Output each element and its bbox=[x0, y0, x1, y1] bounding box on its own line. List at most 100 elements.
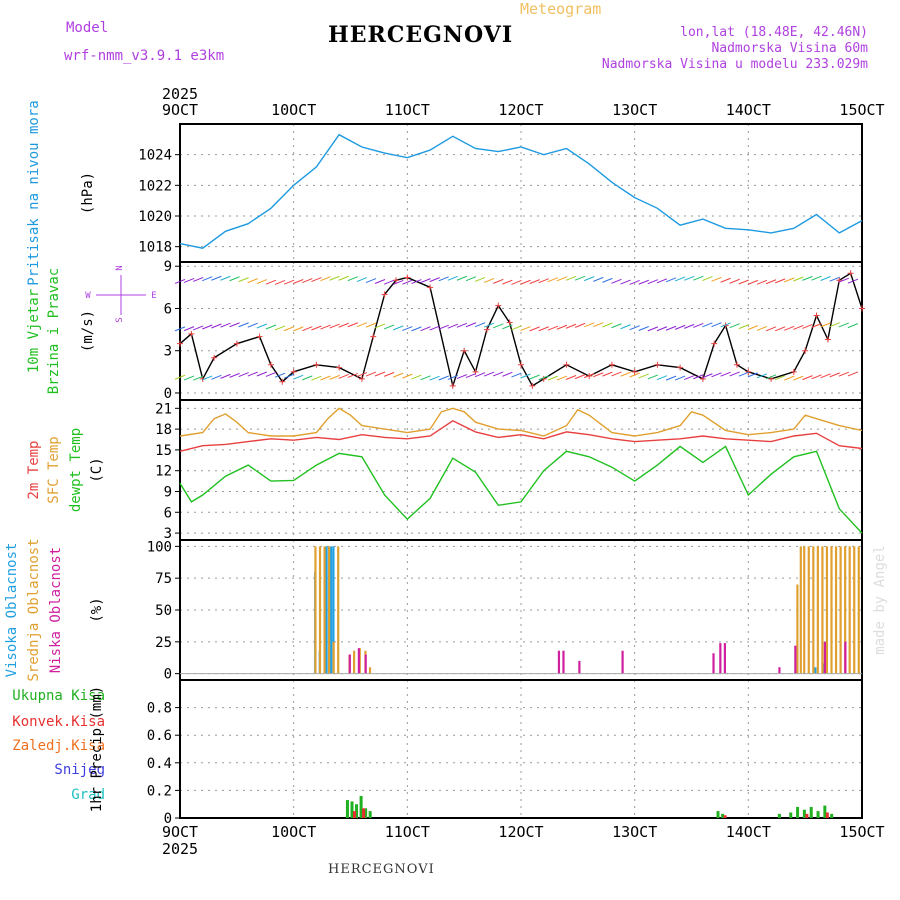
wind-arrow bbox=[438, 375, 449, 381]
wind-arrow bbox=[229, 372, 240, 378]
wind-arrow bbox=[238, 372, 249, 377]
wind-arrow bbox=[393, 279, 404, 285]
wind-arrow bbox=[311, 325, 322, 331]
wind-arrow bbox=[229, 322, 240, 328]
wind-arrow bbox=[702, 276, 713, 282]
wind-arrow bbox=[556, 276, 568, 282]
wind-arrow bbox=[738, 324, 749, 330]
wind-arrow bbox=[547, 375, 559, 381]
wind-arrow bbox=[365, 371, 377, 377]
wind-arrow bbox=[174, 278, 186, 284]
wind-arrow bbox=[838, 371, 849, 377]
precip-bar bbox=[809, 806, 813, 818]
wind-arrow bbox=[283, 373, 295, 379]
wind-arrow bbox=[174, 374, 186, 380]
wind-marker bbox=[177, 340, 183, 347]
wind-arrow bbox=[602, 371, 613, 377]
y-tick-label: 1024 bbox=[138, 148, 172, 164]
wind-arrow bbox=[402, 326, 413, 332]
wind-arrow bbox=[211, 374, 222, 380]
x-tick-bottom: 14OCT bbox=[726, 823, 771, 841]
wind-marker bbox=[427, 284, 434, 291]
wind-arrow bbox=[274, 279, 286, 285]
cloud-bar bbox=[314, 546, 317, 674]
cloud-bar bbox=[839, 546, 842, 674]
wind-arrow bbox=[784, 277, 795, 283]
wind-arrow bbox=[265, 324, 277, 330]
wind-arrow bbox=[820, 322, 831, 328]
wind-arrow bbox=[665, 277, 677, 283]
wind-arrow bbox=[438, 324, 449, 330]
wind-arrow bbox=[756, 325, 768, 331]
precip-bar bbox=[716, 811, 720, 818]
footer-title: HERCEGNOVI bbox=[328, 862, 435, 877]
wind-arrow bbox=[720, 371, 731, 377]
wind-arrow bbox=[220, 275, 231, 281]
wind-marker bbox=[563, 361, 570, 368]
wind-arrow bbox=[693, 374, 704, 380]
x-tick-bottom: 15OCT bbox=[839, 823, 884, 841]
wind-arrow bbox=[211, 275, 222, 281]
cloud-bar bbox=[337, 546, 340, 674]
wind-arrow bbox=[383, 371, 395, 377]
precip-bar bbox=[830, 813, 834, 818]
wind-marker bbox=[370, 333, 377, 340]
y-tick-label: 50 bbox=[155, 603, 172, 619]
y-tick-label: 9 bbox=[164, 484, 172, 500]
wind-arrow bbox=[720, 322, 731, 328]
y-tick-label: 100 bbox=[147, 539, 172, 555]
wind-arrow bbox=[483, 322, 495, 328]
wind-arrow bbox=[793, 276, 804, 282]
wind-arrow bbox=[611, 278, 622, 284]
precip-bar bbox=[345, 800, 349, 818]
panel-label: Pritisak na nivou mora bbox=[26, 100, 42, 285]
precip-bar bbox=[362, 808, 366, 818]
wind-arrow bbox=[411, 374, 422, 380]
wind-arrow bbox=[456, 374, 468, 380]
wind-arrow bbox=[738, 371, 749, 377]
y-tick-label: 0.2 bbox=[147, 783, 172, 799]
cloud-bar bbox=[348, 654, 351, 674]
wind-arrow bbox=[465, 276, 477, 282]
wind-arrow bbox=[684, 275, 695, 281]
cloud-bar bbox=[814, 667, 817, 674]
wind-arrow bbox=[420, 278, 431, 284]
wind-arrow bbox=[474, 372, 486, 378]
wind-marker bbox=[461, 347, 468, 354]
panel-label: SFC Temp bbox=[46, 436, 62, 503]
wind-marker bbox=[495, 302, 502, 309]
wind-arrow bbox=[483, 371, 495, 377]
wind-arrow bbox=[829, 372, 840, 378]
wind-arrow bbox=[247, 371, 258, 377]
wind-arrow bbox=[702, 322, 713, 328]
wind-marker bbox=[506, 319, 513, 326]
wind-arrow bbox=[320, 324, 331, 330]
wind-arrow bbox=[756, 373, 768, 379]
wind-arrow bbox=[547, 325, 559, 331]
wind-arrow bbox=[647, 374, 659, 380]
series-line bbox=[179, 419, 863, 452]
wind-arrow bbox=[293, 374, 304, 380]
wind-arrow bbox=[693, 275, 704, 281]
wind-arrow bbox=[347, 372, 358, 378]
cloud-bar bbox=[844, 641, 847, 674]
cloud-bar bbox=[799, 546, 802, 674]
compass-s: S bbox=[115, 317, 125, 322]
wind-arrow bbox=[447, 323, 458, 329]
wind-arrow bbox=[847, 278, 859, 284]
wind-arrow bbox=[638, 326, 649, 331]
wind-arrow bbox=[802, 375, 813, 381]
wind-arrow bbox=[502, 279, 513, 285]
wind-arrow bbox=[365, 322, 377, 328]
cloud-bar bbox=[368, 667, 372, 674]
x-tick-bottom: 13OCT bbox=[612, 823, 657, 841]
wind-arrow bbox=[747, 279, 759, 285]
wind-arrow bbox=[347, 322, 358, 328]
wind-arrow bbox=[729, 323, 740, 329]
wind-arrow bbox=[556, 375, 568, 381]
wind-arrow bbox=[238, 322, 249, 328]
wind-arrow bbox=[429, 325, 440, 331]
wind-arrow bbox=[674, 276, 686, 282]
wind-arrow bbox=[565, 323, 577, 329]
wind-arrow bbox=[302, 278, 313, 284]
